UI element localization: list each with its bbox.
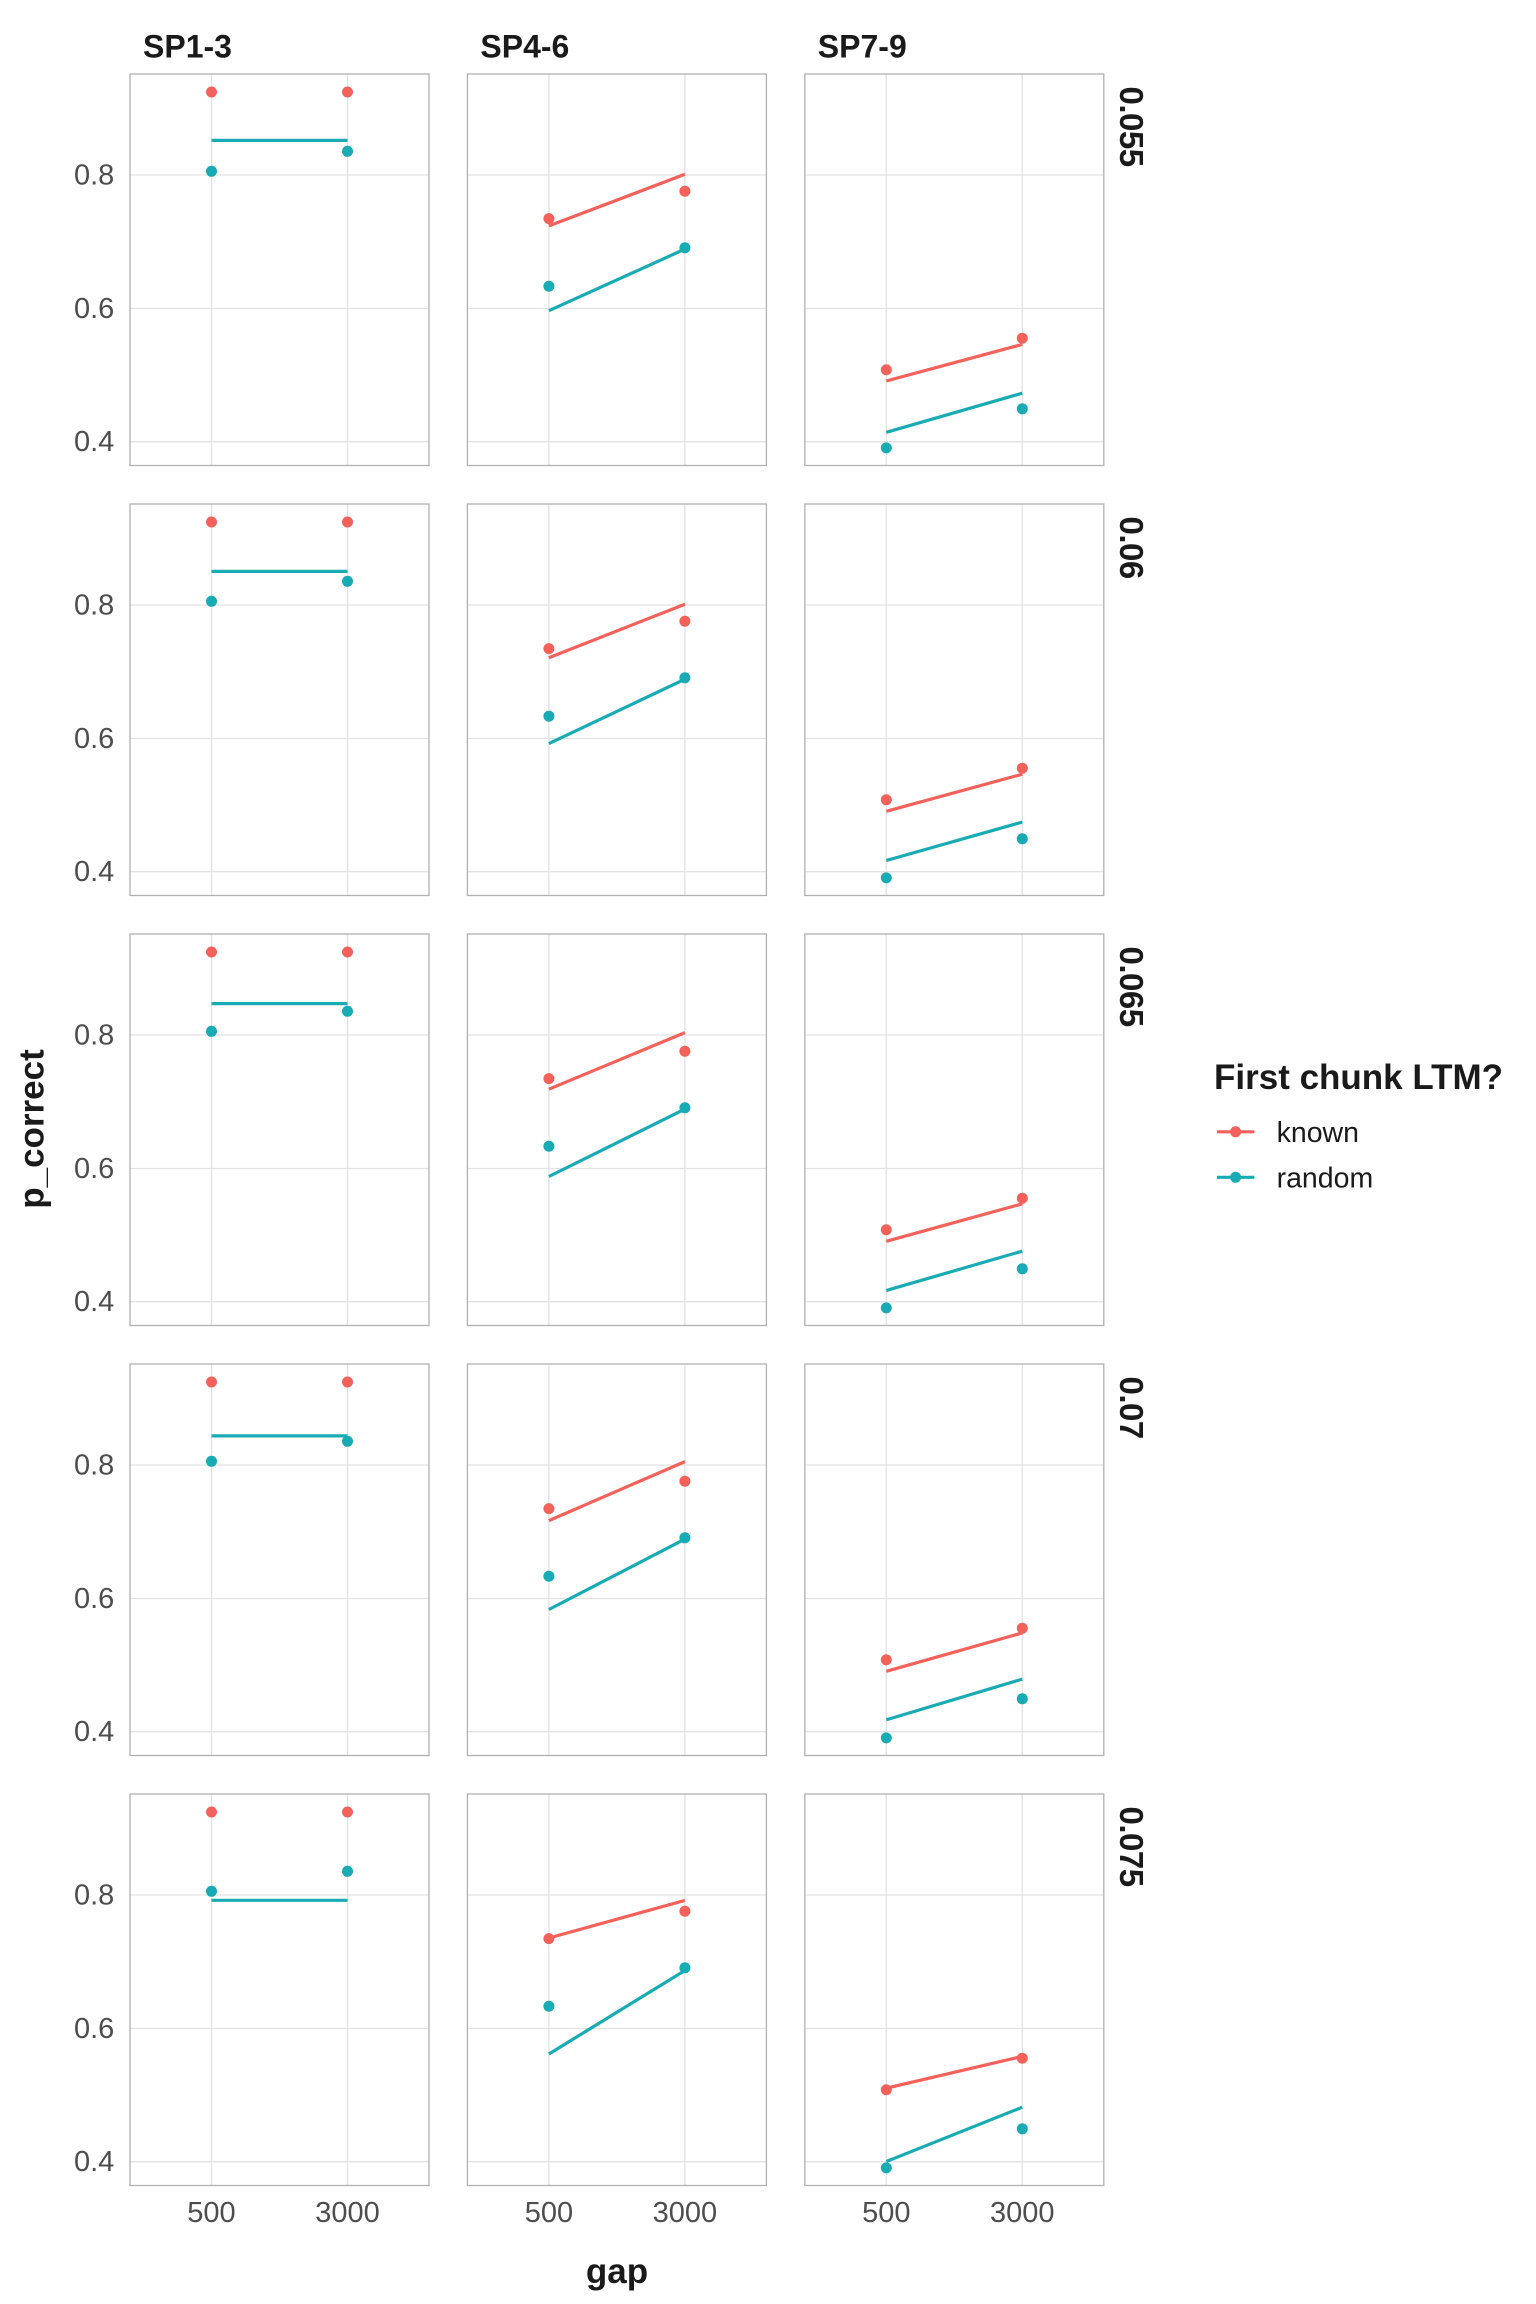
svg-text:gap: gap [586, 2252, 648, 2291]
svg-text:0.4: 0.4 [74, 426, 114, 458]
svg-text:0.055: 0.055 [1113, 87, 1150, 167]
svg-text:0.8: 0.8 [74, 160, 114, 192]
svg-text:0.8: 0.8 [74, 590, 114, 622]
svg-text:0.8: 0.8 [74, 1450, 114, 1482]
svg-text:0.8: 0.8 [74, 1020, 114, 1052]
svg-text:3000: 3000 [653, 2197, 718, 2229]
svg-text:500: 500 [525, 2197, 573, 2229]
svg-text:3000: 3000 [990, 2197, 1055, 2229]
svg-text:known: known [1277, 1117, 1359, 1149]
svg-text:500: 500 [862, 2197, 910, 2229]
svg-text:p_correct: p_correct [12, 1049, 51, 1209]
svg-text:0.6: 0.6 [74, 1153, 114, 1185]
svg-text:SP7-9: SP7-9 [818, 29, 907, 65]
svg-text:0.07: 0.07 [1113, 1377, 1150, 1439]
svg-text:SP4-6: SP4-6 [480, 29, 569, 65]
svg-text:0.8: 0.8 [74, 1880, 114, 1912]
svg-text:random: random [1277, 1162, 1374, 1194]
svg-text:0.6: 0.6 [74, 723, 114, 755]
svg-text:0.065: 0.065 [1113, 947, 1150, 1027]
svg-text:0.6: 0.6 [74, 2013, 114, 2045]
svg-text:500: 500 [187, 2197, 235, 2229]
svg-text:0.6: 0.6 [74, 1583, 114, 1615]
svg-text:First chunk LTM?: First chunk LTM? [1214, 1058, 1503, 1097]
svg-text:0.075: 0.075 [1113, 1807, 1150, 1887]
svg-text:0.4: 0.4 [74, 856, 114, 888]
svg-text:SP1-3: SP1-3 [143, 29, 232, 65]
svg-text:0.4: 0.4 [74, 2146, 114, 2178]
svg-text:0.4: 0.4 [74, 1286, 114, 1318]
svg-text:0.6: 0.6 [74, 293, 114, 325]
svg-text:0.4: 0.4 [74, 1716, 114, 1748]
svg-text:0.06: 0.06 [1113, 517, 1150, 579]
svg-text:3000: 3000 [315, 2197, 380, 2229]
